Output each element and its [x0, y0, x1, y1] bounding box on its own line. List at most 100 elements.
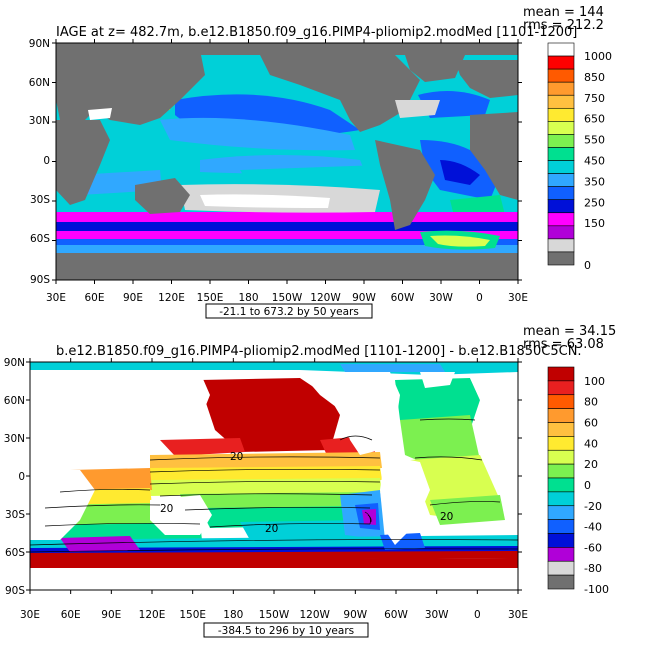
- lon-label: 60W: [391, 292, 415, 304]
- map-top: [55, 42, 519, 281]
- colorbar-swatch: [547, 251, 575, 266]
- panel-top-lat-labels: 90N 60N 30N 0 30S 60S 90S: [29, 38, 51, 286]
- colorbar-swatch: [547, 477, 575, 493]
- colorbar-swatch: [547, 491, 575, 507]
- panel-bottom-rms: rms = 63.08: [523, 337, 604, 352]
- lon-label: 150E: [197, 292, 224, 304]
- lon-label: 120E: [158, 292, 185, 304]
- lon-label: 0: [476, 292, 483, 304]
- lon-label: 180: [223, 609, 243, 621]
- colorbar-swatch: [547, 134, 575, 148]
- lat-label: 90N: [29, 38, 50, 50]
- panel-top-colorbar: 1000 850 750 650 550 450 350 250 150 0: [547, 42, 612, 272]
- lat-label: 0: [18, 471, 25, 483]
- lon-label: 150E: [179, 609, 206, 621]
- colorbar-swatch: [547, 449, 575, 465]
- colorbar-label: 750: [584, 92, 605, 105]
- colorbar-swatch: [547, 533, 575, 548]
- map-bottom: 20 20 20 20: [29, 361, 519, 591]
- colorbar-swatch: [547, 519, 575, 534]
- lon-label: 60E: [61, 609, 81, 621]
- lat-label: 90S: [30, 274, 50, 286]
- colorbar-swatch: [547, 94, 575, 109]
- panel-top-lon-labels: 30E 60E 90E 120E 150E 180 150W 120W 90W …: [46, 292, 528, 304]
- colorbar-swatch: [547, 574, 575, 590]
- lon-label: 120E: [139, 609, 166, 621]
- lon-label: 0: [474, 609, 481, 621]
- colorbar-label: 250: [584, 196, 605, 209]
- lat-label: 90N: [4, 357, 25, 369]
- colorbar-swatch: [547, 422, 575, 437]
- colorbar-label: -80: [584, 562, 602, 575]
- colorbar-label: 0: [584, 479, 591, 492]
- colorbar-label: -100: [584, 583, 609, 596]
- lon-label: 30E: [20, 609, 40, 621]
- lon-label: 90E: [123, 292, 143, 304]
- lon-label: 60E: [85, 292, 105, 304]
- colorbar-swatch: [547, 366, 575, 382]
- panel-bottom-colorbar: 100 80 60 40 20 0 -20 -40 -60 -80 -100: [547, 366, 609, 596]
- colorbar-label: -60: [584, 541, 602, 554]
- lat-label: 60N: [29, 77, 50, 89]
- colorbar-label: 40: [584, 437, 598, 450]
- colorbar-swatch: [547, 408, 575, 423]
- lon-label: 120W: [310, 292, 341, 304]
- lon-label: 30W: [429, 292, 453, 304]
- panel-top-mean: mean = 144: [523, 5, 604, 20]
- lon-label: 30W: [425, 609, 449, 621]
- colorbar-swatch: [547, 186, 575, 201]
- contour-label: 20: [440, 511, 453, 523]
- lat-label: 30S: [30, 194, 50, 206]
- colorbar-label: 550: [584, 134, 605, 147]
- lat-label: 90S: [5, 585, 25, 597]
- colorbar-swatch: [547, 199, 575, 214]
- colorbar-swatch: [547, 225, 575, 240]
- colorbar-label: 60: [584, 417, 598, 430]
- axis-ticks: [26, 39, 522, 594]
- colorbar-swatch: [547, 81, 575, 96]
- contour-label: 20: [230, 451, 243, 463]
- lat-label: 30N: [4, 433, 25, 445]
- lat-label: 0: [43, 155, 50, 167]
- colorbar-swatch: [547, 55, 575, 70]
- colorbar-swatch: [547, 212, 575, 227]
- lon-label: 30E: [46, 292, 66, 304]
- colorbar-label: 150: [584, 217, 605, 230]
- colorbar-label: 20: [584, 458, 598, 471]
- lon-label: 60W: [384, 609, 408, 621]
- colorbar-label: 80: [584, 396, 598, 409]
- colorbar-label: 850: [584, 71, 605, 84]
- colorbar-swatch: [547, 121, 575, 135]
- colorbar-swatch: [547, 547, 575, 562]
- panel-bottom-mean: mean = 34.15: [523, 324, 616, 339]
- lat-label: 60S: [30, 233, 50, 245]
- lat-label: 60S: [5, 547, 25, 559]
- lat-label: 30S: [5, 509, 25, 521]
- colorbar-swatch: [547, 173, 575, 187]
- colorbar-label: 450: [584, 155, 605, 168]
- panel-bottom-range-box: [203, 622, 369, 638]
- colorbar-label: -40: [584, 521, 602, 534]
- colorbar-label: 1000: [584, 50, 612, 63]
- colorbar-label: 0: [584, 259, 591, 272]
- colorbar-label: -20: [584, 500, 602, 513]
- lon-label: 150W: [259, 609, 290, 621]
- panel-top-title: IAGE at z= 482.7m, b.e12.B1850.f09_g16.P…: [56, 25, 577, 40]
- panel-bottom-lat-labels: 90N 60N 30N 0 30S 60S 90S: [4, 357, 26, 597]
- colorbar-swatch: [547, 560, 575, 576]
- lon-label: 30E: [508, 292, 528, 304]
- colorbar-label: 100: [584, 375, 605, 388]
- panel-bottom: b.e12.B1850.f09_g16.PIMP4-pliomip2.modMe…: [4, 324, 616, 638]
- colorbar-label: 650: [584, 113, 605, 126]
- lon-label: 90W: [343, 609, 367, 621]
- lat-label: 60N: [4, 395, 25, 407]
- lon-label: 120W: [299, 609, 330, 621]
- panel-top-rms: rms = 212.2: [523, 18, 604, 33]
- lon-label: 90W: [352, 292, 376, 304]
- colorbar-swatch: [547, 107, 575, 122]
- lat-label: 30N: [29, 115, 50, 127]
- colorbar-swatch: [547, 42, 575, 57]
- colorbar-swatch: [547, 463, 575, 479]
- colorbar-swatch: [547, 394, 575, 409]
